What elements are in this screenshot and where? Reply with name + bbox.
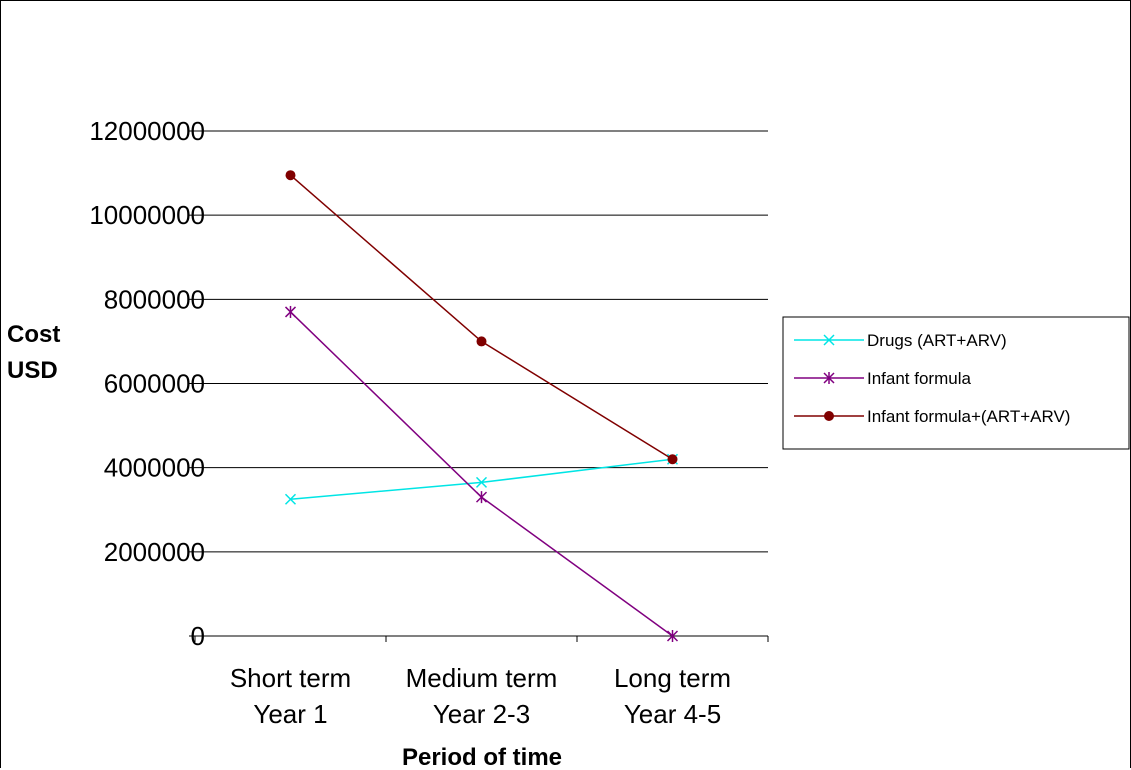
data-point (823, 334, 835, 346)
series-2 (284, 305, 679, 642)
y-tick-labels: 0 2000000 4000000 6000000 8000000 10000000 120… (89, 116, 205, 651)
legend-item: Infant formula (794, 369, 971, 388)
x-tick-label: Long term (614, 663, 731, 693)
legend-item: Drugs (ART+ARV) (794, 331, 1007, 350)
data-point (475, 476, 488, 488)
data-point (824, 411, 834, 421)
data-point (823, 372, 835, 384)
marker-stroke (823, 334, 835, 346)
legend-label: Infant formula (867, 369, 971, 388)
x-tick-label: Year 1 (253, 699, 327, 729)
axes (189, 130, 769, 642)
x-axis-title: Period of time (402, 744, 562, 770)
x-tick-labels: Short term Year 1 Medium term Year 2-3 Long … (230, 663, 731, 729)
gridlines (195, 130, 768, 553)
y-tick-label: 2000000 (104, 537, 205, 567)
marker-stroke (475, 476, 488, 488)
x-tick-label: Year 2-3 (433, 699, 530, 729)
legend-box (782, 316, 1130, 450)
y-tick-label: 6000000 (104, 369, 205, 399)
legend: Drugs (ART+ARV) Infant formula Infant form… (782, 316, 1130, 450)
y-tick-label: 12000000 (89, 116, 205, 146)
y-tick-label: 4000000 (104, 453, 205, 483)
y-tick-label: 0 (191, 621, 205, 651)
y-tick-label: 10000000 (89, 200, 205, 230)
x-tick-label: Medium term (406, 663, 558, 693)
data-point (284, 305, 297, 318)
x-tick-label: Short term (230, 663, 351, 693)
series (284, 170, 679, 642)
legend-item: Infant formula+(ART+ARV) (794, 407, 1070, 426)
data-point (475, 491, 488, 504)
y-axis-title-line-1: Cost (7, 321, 60, 348)
x-tick-label: Year 4-5 (624, 699, 721, 729)
series-line (290, 174, 673, 460)
series-3 (285, 170, 678, 465)
data-point (666, 630, 679, 642)
series-line (289, 311, 673, 637)
data-point (476, 336, 487, 347)
marker-stroke (284, 493, 297, 505)
legend-label: Drugs (ART+ARV) (867, 331, 1007, 350)
y-tick-label: 8000000 (104, 284, 205, 314)
data-point (285, 170, 296, 181)
data-point (667, 454, 678, 465)
y-axis-title-line-2: USD (7, 357, 58, 384)
data-point (284, 493, 297, 505)
legend-label: Infant formula+(ART+ARV) (867, 407, 1070, 426)
legend-items: Drugs (ART+ARV) Infant formula Infant form… (794, 331, 1070, 426)
